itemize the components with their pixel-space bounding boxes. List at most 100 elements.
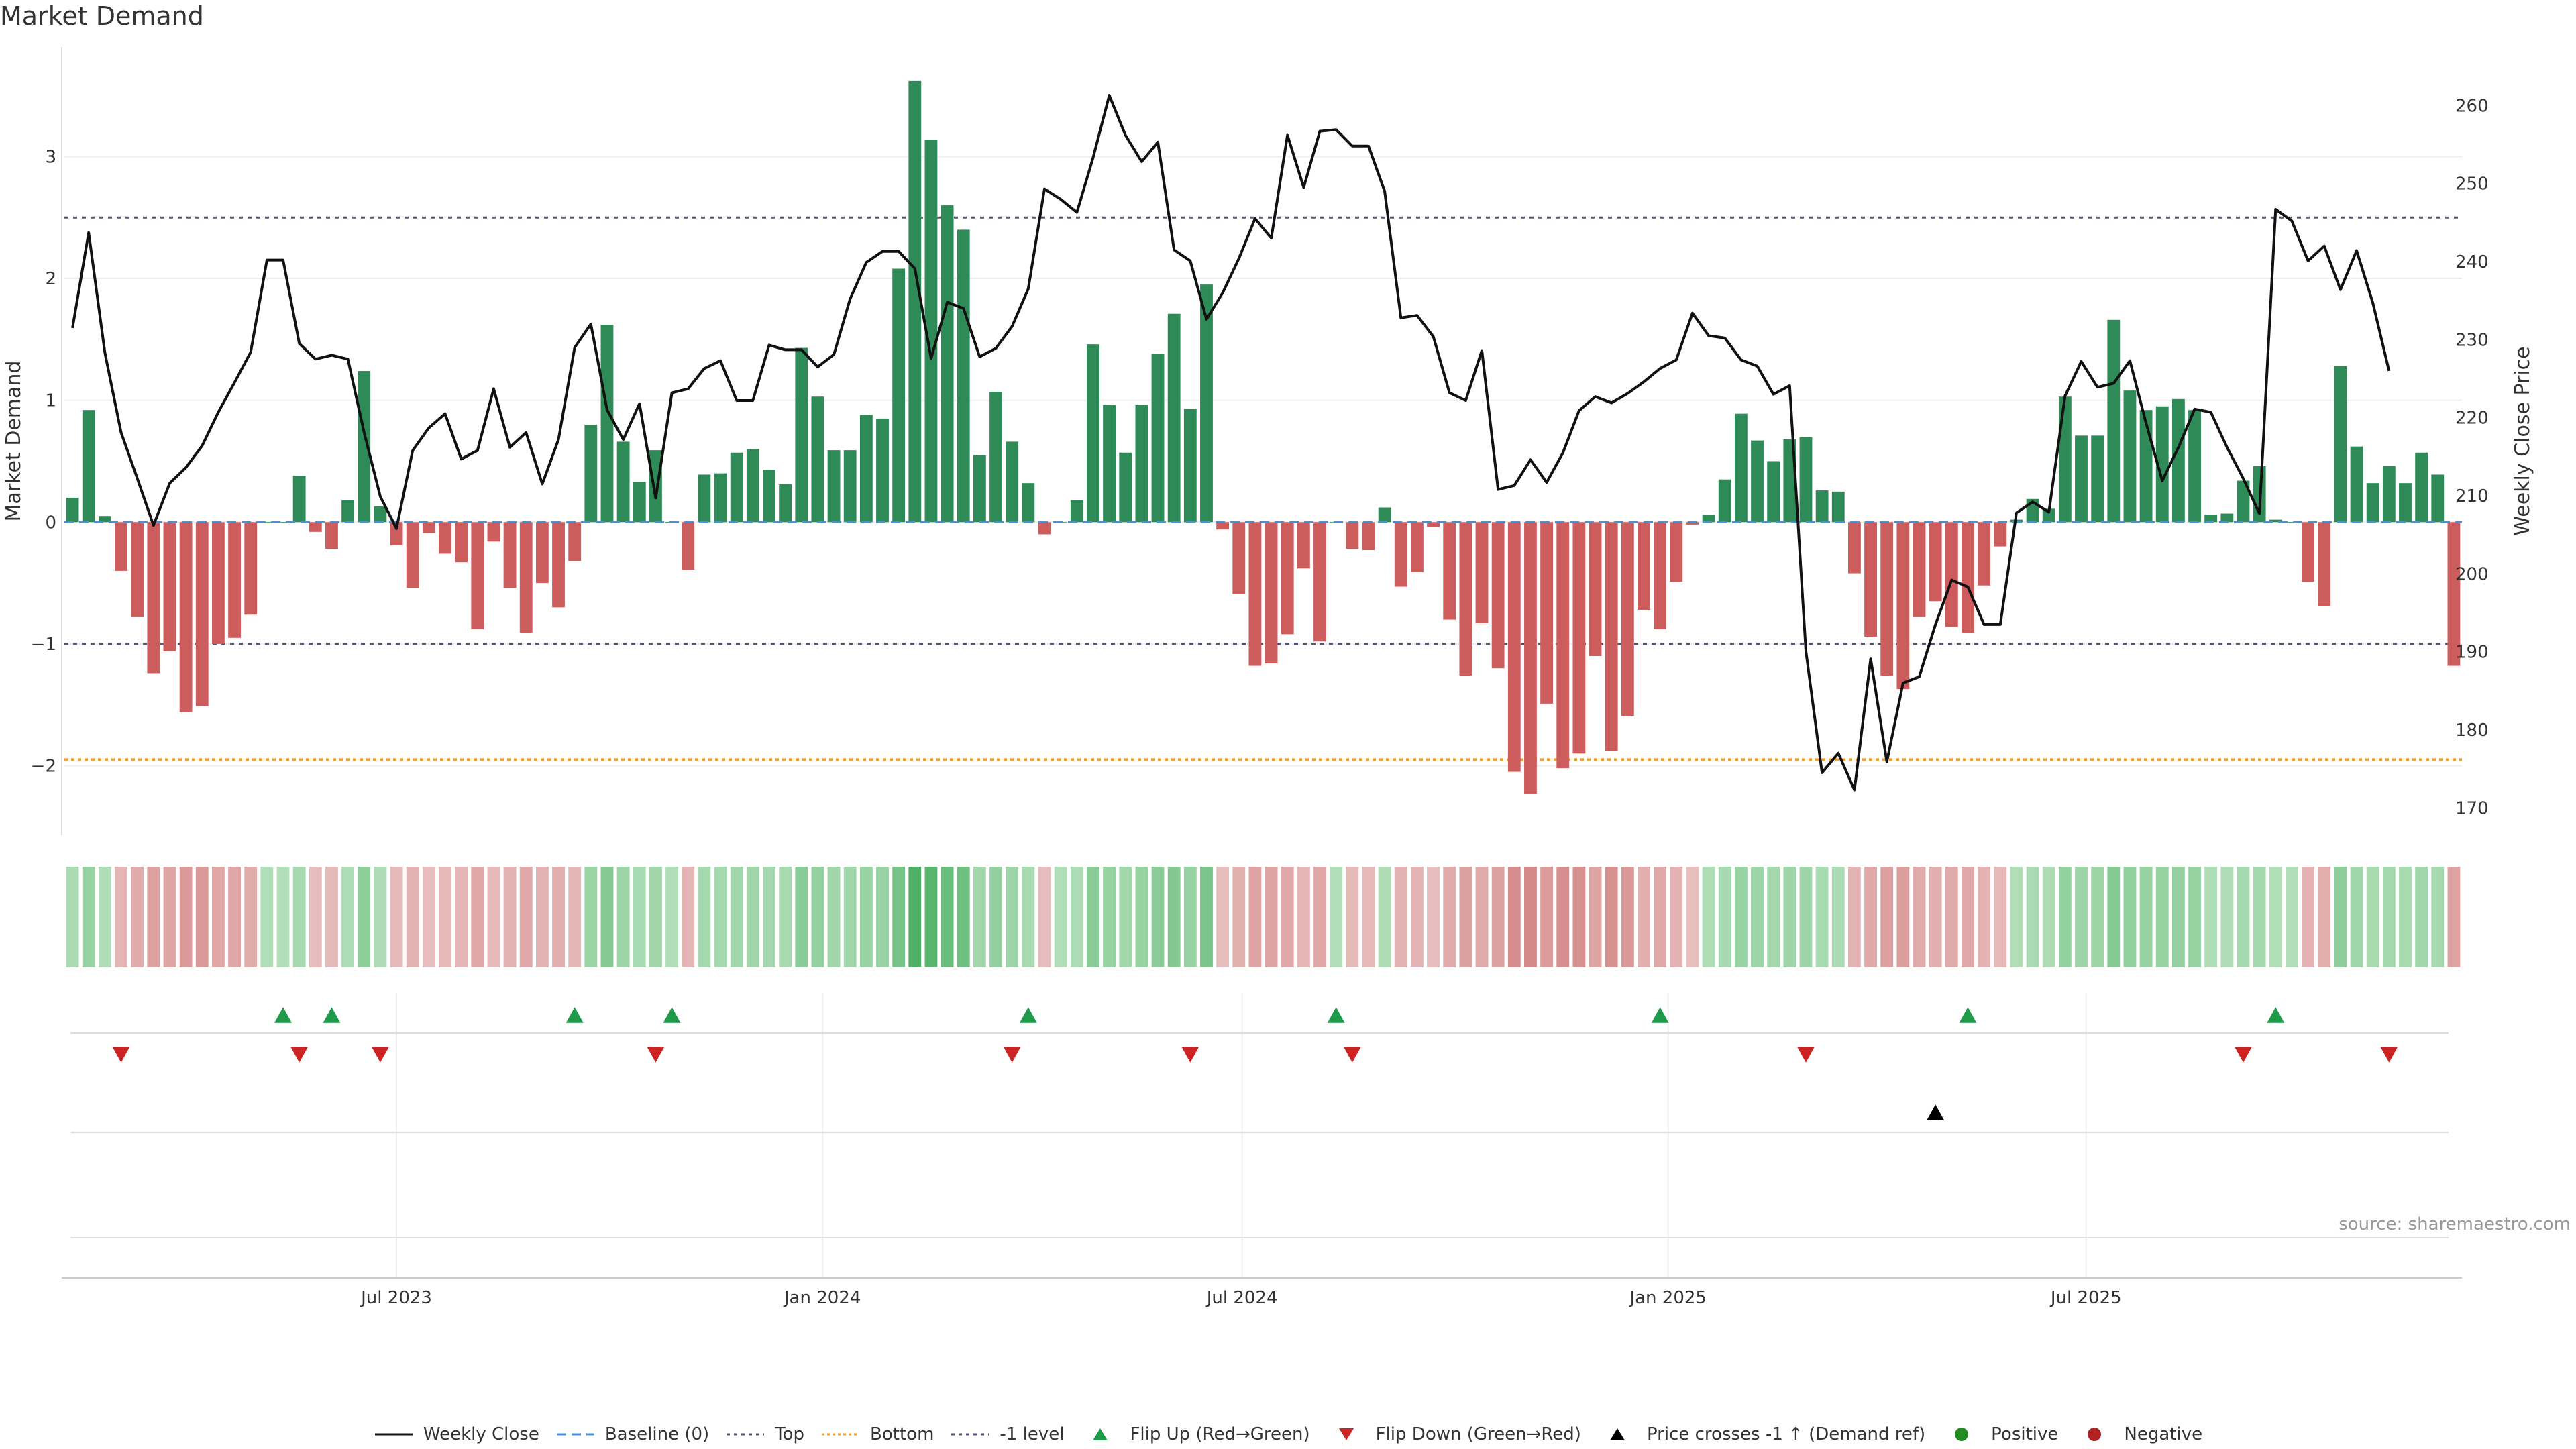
y-tick-label: 1	[45, 391, 56, 411]
heat-cell	[1054, 867, 1067, 967]
heat-cell	[2204, 867, 2218, 967]
demand-bar	[1945, 522, 1958, 627]
demand-bar	[2123, 390, 2137, 523]
demand-bar	[584, 424, 598, 523]
demand-bar	[1799, 437, 1813, 523]
y2-tick-label: 210	[2455, 486, 2489, 506]
heat-cell	[325, 867, 338, 967]
demand-bar	[2302, 522, 2315, 582]
demand-bar	[358, 371, 371, 523]
demand-bar	[876, 418, 889, 523]
legend-label: Flip Up (Red→Green)	[1130, 1424, 1310, 1444]
demand-bar	[1022, 483, 1035, 523]
heat-cell	[292, 867, 306, 967]
demand-bar	[1135, 405, 1148, 523]
heat-cell	[730, 867, 743, 967]
heat-cell	[1896, 867, 1910, 967]
demand-bar	[341, 500, 355, 523]
heat-cell	[1605, 867, 1618, 967]
demand-bar	[519, 522, 533, 633]
demand-bar	[2269, 519, 2282, 523]
heat-cell	[633, 867, 646, 967]
heat-cell	[1443, 867, 1456, 967]
y2-tick-label: 180	[2455, 720, 2489, 741]
heat-cell	[1507, 867, 1521, 967]
heat-cell	[1978, 867, 1991, 967]
demand-bar	[616, 441, 630, 523]
heat-cell	[2091, 867, 2104, 967]
flip-down-marker	[1181, 1046, 1199, 1063]
y-tick-label: 3	[45, 147, 56, 167]
baseline-legend-icon	[556, 1433, 594, 1436]
demand-bar	[779, 484, 792, 523]
y2-tick-label: 230	[2455, 330, 2489, 350]
heat-cell	[908, 867, 922, 967]
demand-bar	[682, 522, 695, 570]
demand-bar	[276, 522, 290, 523]
y2-tick-label: 170	[2455, 798, 2489, 818]
demand-bar	[503, 522, 517, 588]
demand-bar	[1929, 522, 1942, 602]
heat-cell	[260, 867, 274, 967]
heat-cell	[584, 867, 598, 967]
heat-cell	[2237, 867, 2250, 967]
demand-bar	[1848, 522, 1861, 574]
bottom-legend-icon	[822, 1433, 860, 1436]
legend-item-weekly-close: Weekly Close	[374, 1424, 539, 1444]
demand-bar	[179, 522, 193, 712]
demand-bar	[763, 470, 775, 523]
demand-bar	[1087, 344, 1099, 523]
demand-bar	[228, 522, 241, 638]
heat-cell	[2155, 867, 2169, 967]
heat-cell	[115, 867, 127, 967]
flip-up-marker	[1327, 1007, 1345, 1023]
demand-bar	[1394, 522, 1407, 587]
legend-item-top: Top	[725, 1424, 804, 1444]
heat-cell	[390, 867, 403, 967]
heat-cell	[2415, 867, 2428, 967]
legend-item-negative: Negative	[2074, 1424, 2202, 1444]
legend-item-baseline: Baseline (0)	[555, 1424, 709, 1444]
x-tick-label: Jul 2023	[360, 1288, 432, 1308]
heat-cell	[859, 867, 873, 967]
demand-bar	[1200, 284, 1213, 523]
heat-cell	[1962, 867, 1974, 967]
y-axis-label: Market Demand	[2, 361, 25, 522]
heat-cell	[1394, 867, 1407, 967]
flip-down-marker	[371, 1046, 389, 1063]
heat-cell	[1362, 867, 1375, 967]
demand-bar	[1459, 522, 1472, 676]
heat-cell	[1330, 867, 1343, 967]
flip-up-marker	[1019, 1007, 1037, 1023]
demand-bar	[1346, 522, 1359, 549]
weekly-close-legend-icon	[374, 1433, 413, 1436]
heat-cell	[228, 867, 241, 967]
heat-cell	[1313, 867, 1326, 967]
heat-cell	[1216, 867, 1230, 967]
heat-cell	[147, 867, 160, 967]
flip-up-marker	[2267, 1007, 2285, 1023]
x-tick-label: Jan 2024	[783, 1288, 861, 1308]
heat-cell	[1087, 867, 1099, 967]
demand-bar	[2318, 522, 2331, 606]
heat-cell	[1135, 867, 1148, 967]
demand-bar	[487, 522, 500, 542]
heat-cell	[2382, 867, 2396, 967]
demand-bar	[1427, 522, 1440, 527]
demand-bar	[2107, 319, 2121, 523]
y-tick-label: 0	[45, 513, 56, 533]
heat-cell	[1167, 867, 1181, 967]
demand-bar	[1589, 522, 1602, 657]
demand-bar	[2155, 406, 2169, 523]
legend-label: Flip Down (Green→Red)	[1375, 1424, 1581, 1444]
heat-cell	[811, 867, 824, 967]
heat-cell	[746, 867, 759, 967]
demand-bar	[163, 522, 176, 651]
heat-cell	[179, 867, 193, 967]
flip-down-marker	[290, 1046, 309, 1063]
heat-cell	[843, 867, 857, 967]
demand-bar	[2171, 398, 2185, 523]
demand-bar	[633, 482, 646, 523]
heat-cell	[276, 867, 290, 967]
y2-tick-label: 240	[2455, 252, 2489, 272]
